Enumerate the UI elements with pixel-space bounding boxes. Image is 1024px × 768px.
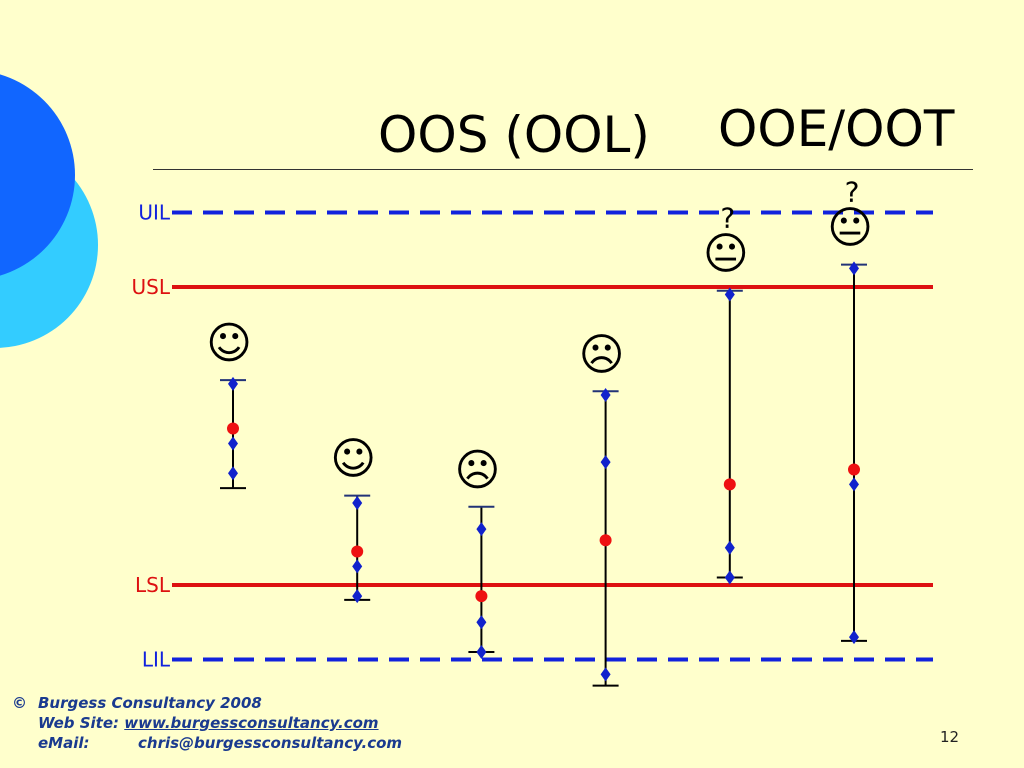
dark-blue-circle [0,74,75,276]
email-address: chris@burgessconsultancy.com [138,734,403,752]
result-group-2: ☺ [330,434,376,604]
limit-label-uil: UIL [138,201,171,225]
data-point [600,455,611,470]
mean-point [599,534,612,547]
mean-point [227,422,239,435]
frowning-face-icon: ☹ [579,329,625,380]
mean-point [351,545,364,558]
data-point [352,589,363,604]
result-group-5: 😐? [703,202,749,585]
decorative-circles [0,74,98,348]
result-group-1: ☺ [206,318,252,490]
data-point [228,436,238,451]
title-oos: OOS (OOL) [378,106,650,164]
question-mark: ? [845,176,860,209]
copyright-symbol: © [12,694,27,712]
data-point [352,496,363,511]
smiley-face-icon: ☺ [206,318,252,369]
data-point [600,667,611,682]
result-group-6: 😐? [827,176,873,645]
data-point [849,477,859,492]
mean-point [475,590,488,603]
data-point [476,522,487,537]
limit-label-usl: USL [132,275,171,299]
data-point [724,570,735,585]
footer-company-row: © Burgess Consultancy 2008 [12,693,402,713]
data-point [476,645,487,660]
footer-email-row: eMail: chris@burgessconsultancy.com [12,733,402,753]
data-point [849,630,859,645]
smiley-face-icon: ☺ [330,434,376,485]
data-point [600,388,611,403]
footer-website-row: Web Site: www.burgessconsultancy.com [12,713,402,733]
title-ooe-oot: OOE/OOT [718,100,955,158]
page-number: 12 [940,728,960,746]
neutral-face-icon: 😐 [703,229,749,280]
footer-company: Burgess Consultancy 2008 [38,694,262,712]
data-point [476,615,487,630]
result-group-4: ☹ [579,329,625,687]
limit-label-lil: LIL [142,648,171,672]
data-point [228,376,238,391]
title-divider [153,169,973,170]
mean-point [723,478,736,491]
mean-point [848,463,860,476]
data-point [352,559,363,574]
question-mark: ? [720,202,735,235]
website-label: Web Site: [38,714,120,732]
data-point [724,287,735,302]
data-point [724,540,735,555]
limit-label-lsl: LSL [135,573,171,597]
frowning-face-icon: ☹ [454,445,500,496]
email-label: eMail: [38,734,90,752]
result-group-3: ☹ [454,445,500,660]
website-link[interactable]: www.burgessconsultancy.com [124,714,379,732]
data-point [228,466,238,481]
neutral-face-icon: 😐 [827,203,873,254]
data-point [849,261,859,276]
footer: © Burgess Consultancy 2008 Web Site: www… [12,693,402,753]
